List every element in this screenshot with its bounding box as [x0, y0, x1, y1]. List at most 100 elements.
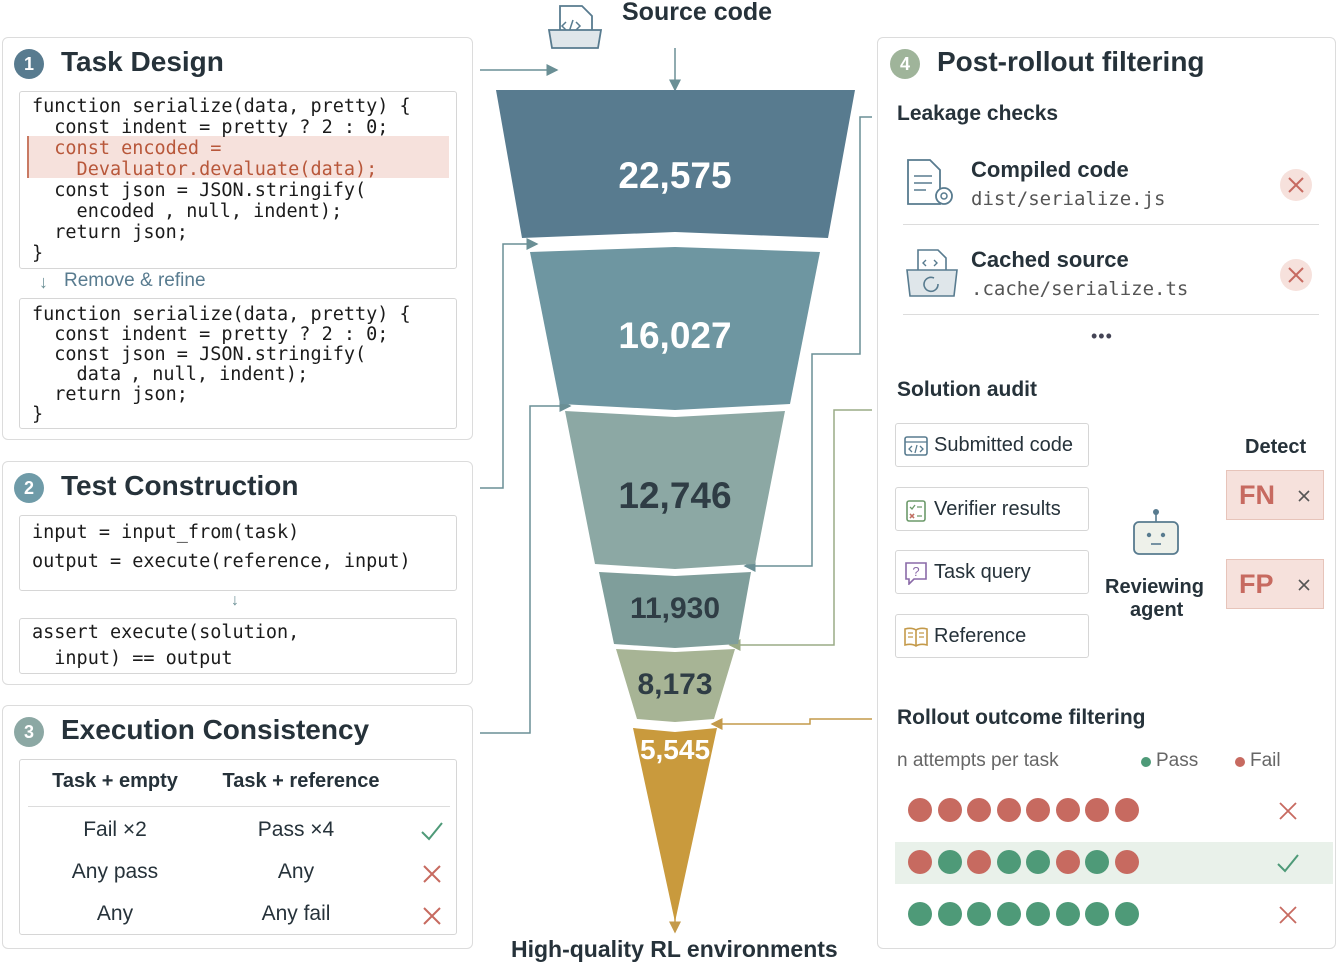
test-construction-panel: 2 Test Construction input = input_from(t… — [2, 461, 473, 685]
pass-dot — [1085, 902, 1109, 926]
question-bubble-icon: ? — [905, 562, 927, 585]
code-line: const json = JSON.stringify( — [32, 180, 367, 201]
fail-dot — [1026, 798, 1050, 822]
audit-input-label: Reference — [934, 625, 1027, 647]
code-line: return json; — [32, 222, 188, 243]
consistency-table: Task + empty Task + reference Fail ×2 Pa… — [19, 759, 457, 935]
audit-input-task-query: ? Task query — [895, 550, 1089, 594]
pass-dot — [1114, 902, 1139, 926]
code-line-tail: , null, indent); — [130, 364, 309, 385]
table-cell: Any — [96, 902, 134, 925]
pass-dot — [967, 902, 991, 926]
legend-fail-dot — [1235, 757, 1245, 767]
step-badge-4: 4 — [890, 49, 920, 79]
code-line-tail: , null, indent); — [164, 201, 343, 222]
execution-consistency-title: Execution Consistency — [61, 714, 370, 745]
code-line: input) == output — [32, 648, 233, 669]
funnel-stage-3 — [565, 411, 785, 569]
cross-icon — [1298, 490, 1310, 502]
reviewing-agent-label-2: agent — [1130, 599, 1184, 621]
funnel-stage-2 — [530, 247, 820, 410]
code-line-removed: Devaluator.devaluate(data); — [32, 159, 378, 180]
pass-dot — [937, 850, 962, 874]
connector-leakage — [743, 116, 872, 572]
source-code-label: Source code — [622, 0, 773, 26]
attempts-label: n attempts per task — [897, 750, 1059, 771]
step-badge-2: 2 — [14, 473, 44, 503]
fail-dot — [967, 798, 991, 822]
code-window-icon — [904, 436, 928, 456]
leak-item-name: Cached source — [971, 247, 1129, 272]
cross-badge — [1280, 169, 1312, 201]
svg-text:?: ? — [912, 564, 919, 579]
funnel-value-6: 5,545 — [639, 734, 711, 765]
pass-dot — [1055, 902, 1080, 926]
code-line: assert execute(solution, — [32, 622, 300, 643]
cross-icon — [1298, 579, 1310, 591]
legend-pass-label: Pass — [1156, 750, 1199, 771]
code-line: output = execute(reference, input) — [32, 551, 411, 572]
fail-dot — [967, 850, 991, 874]
code-token-encoded: encoded — [32, 201, 155, 222]
code-token-data: data — [32, 364, 122, 385]
reviewing-agent-label: Reviewing — [1105, 576, 1204, 598]
table-header-reference: Task + reference — [222, 770, 380, 792]
leak-item-name: Compiled code — [971, 157, 1129, 182]
table-cell: Any pass — [71, 860, 159, 883]
folder-refresh-icon — [906, 249, 958, 297]
step-badge-1: 1 — [14, 49, 44, 79]
funnel-value-2: 16,027 — [618, 315, 732, 356]
detect-fp-box: FP — [1226, 559, 1324, 609]
pass-dot — [996, 850, 1021, 874]
cross-badge — [1280, 259, 1312, 291]
cross-icon — [1288, 267, 1304, 283]
execution-consistency-panel: 3 Execution Consistency Task + empty Tas… — [2, 705, 473, 949]
code-line: const indent = pretty ? 2 : 0; — [32, 117, 389, 138]
funnel-stage-5 — [616, 649, 735, 722]
fail-dot — [908, 850, 932, 874]
rollout-filtering-title: Rollout outcome filtering — [897, 706, 1146, 729]
fail-dot — [1114, 850, 1139, 874]
solution-audit-title: Solution audit — [897, 378, 1037, 401]
table-cell: Pass ×4 — [257, 818, 335, 841]
table-header-empty: Task + empty — [52, 770, 178, 792]
audit-input-label: Submitted code — [934, 434, 1073, 456]
detect-fn-box: FN — [1226, 470, 1324, 520]
leak-item-path: .cache/serialize.ts — [971, 278, 1189, 300]
post-rollout-panel: 4 Post-rollout filtering Leakage checks … — [877, 37, 1336, 949]
down-arrow-icon: ↓ — [231, 592, 239, 609]
legend-pass-dot — [1141, 757, 1151, 767]
pass-dot — [1026, 902, 1050, 926]
fail-dot — [937, 798, 962, 822]
audit-input-submitted-code: Submitted code — [895, 423, 1089, 467]
code-after-box: function serialize(data, pretty) { const… — [19, 298, 457, 429]
code-before-box: function serialize(data, pretty) { const… — [19, 91, 457, 269]
detect-title: Detect — [1245, 436, 1307, 458]
detect-label: FP — [1239, 569, 1274, 599]
code-line: } — [32, 243, 44, 264]
code-line: function serialize(data, pretty) { — [32, 304, 411, 325]
connector-rollout — [710, 718, 872, 730]
refine-label: Remove & refine — [64, 270, 206, 291]
pass-dot — [1026, 850, 1050, 874]
cross-icon — [1279, 906, 1297, 924]
open-book-icon — [904, 627, 928, 647]
divider — [903, 224, 1319, 225]
code-line: const json = JSON.stringify( — [32, 344, 367, 365]
cross-icon — [423, 907, 441, 925]
clipboard-check-icon — [906, 500, 926, 522]
fail-dot — [996, 798, 1021, 822]
detect-label: FN — [1239, 480, 1275, 510]
table-cell: Any — [277, 860, 315, 883]
audit-input-label: Verifier results — [934, 498, 1061, 520]
funnel-value-5: 8,173 — [637, 668, 713, 701]
divider — [903, 314, 1319, 315]
leakage-checks-title: Leakage checks — [897, 102, 1059, 125]
code-line: const indent = pretty ? 2 : 0; — [32, 324, 389, 345]
funnel-value-4: 11,930 — [629, 592, 721, 625]
fail-dot — [908, 798, 932, 822]
check-icon — [421, 822, 443, 841]
funnel-value-3: 12,746 — [618, 475, 732, 516]
audit-input-label: Task query — [934, 561, 1031, 583]
table-cell: Fail ×2 — [83, 818, 147, 841]
